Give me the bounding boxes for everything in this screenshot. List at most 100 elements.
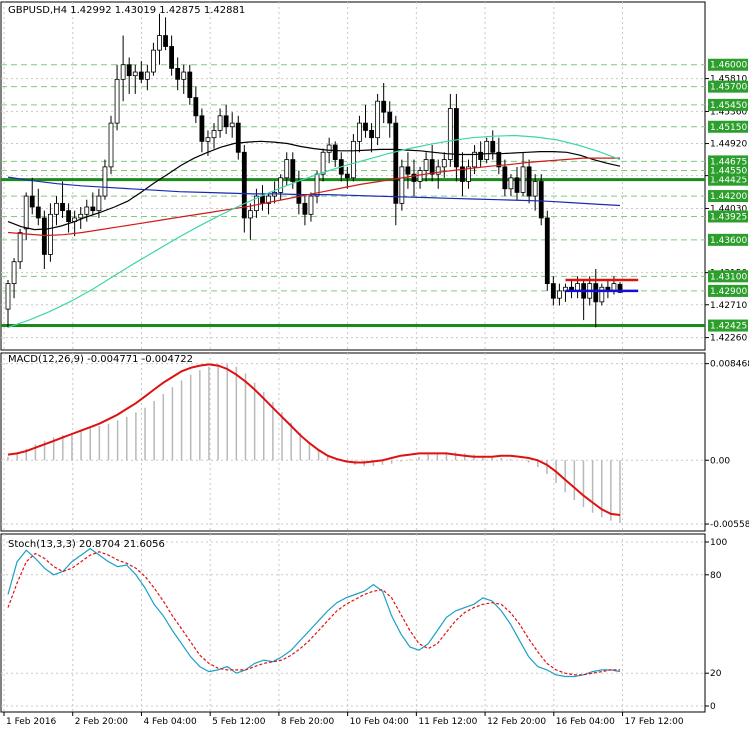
candle-body[interactable]: [138, 71, 144, 80]
candle-body[interactable]: [66, 210, 71, 222]
candle-body[interactable]: [193, 97, 199, 117]
level-label: 1.44425: [710, 176, 747, 186]
macd-pane[interactable]: [0, 352, 706, 532]
candle-body[interactable]: [375, 100, 381, 139]
candle-body[interactable]: [78, 213, 84, 219]
candle-body[interactable]: [17, 232, 23, 263]
candle-body[interactable]: [132, 71, 138, 77]
candle-body[interactable]: [157, 35, 162, 51]
candle-body[interactable]: [484, 140, 490, 160]
candle-body[interactable]: [441, 159, 447, 168]
candle-body[interactable]: [423, 159, 429, 171]
x-tick-label: 5 Feb 12:00: [212, 717, 266, 727]
candle-body[interactable]: [302, 202, 308, 215]
candle-body[interactable]: [532, 181, 538, 197]
candle-body[interactable]: [5, 283, 11, 310]
candle-body[interactable]: [387, 111, 393, 124]
candle-body[interactable]: [538, 181, 544, 219]
candle-body[interactable]: [181, 71, 187, 80]
candle-body[interactable]: [169, 46, 175, 69]
candle-body[interactable]: [332, 144, 338, 160]
candle-body[interactable]: [54, 202, 59, 215]
candle-body[interactable]: [550, 283, 556, 299]
candle-body[interactable]: [35, 206, 41, 219]
candle-body[interactable]: [90, 206, 96, 212]
x-tick-label: 17 Feb 12:00: [625, 717, 684, 727]
candle-body[interactable]: [60, 202, 65, 212]
candle-body[interactable]: [96, 195, 102, 212]
candle-body[interactable]: [399, 166, 405, 204]
candle-body[interactable]: [144, 71, 150, 80]
candle-body[interactable]: [357, 122, 362, 142]
candle-body[interactable]: [453, 108, 459, 168]
candle-body[interactable]: [369, 130, 374, 139]
candle-body[interactable]: [229, 122, 235, 128]
candle-body[interactable]: [290, 159, 296, 182]
candle-body[interactable]: [278, 177, 284, 193]
candle-body[interactable]: [472, 151, 477, 168]
candle-body[interactable]: [344, 173, 350, 179]
candle-body[interactable]: [320, 151, 326, 175]
candle-body[interactable]: [102, 166, 108, 197]
candle-body[interactable]: [211, 130, 217, 139]
candle-body[interactable]: [350, 140, 356, 179]
candle-body[interactable]: [381, 100, 387, 113]
candle-body[interactable]: [617, 283, 623, 293]
candle-body[interactable]: [247, 210, 253, 219]
candle-body[interactable]: [126, 64, 132, 77]
candle-body[interactable]: [205, 137, 211, 142]
candle-body[interactable]: [435, 166, 441, 175]
price-axis-label: 1.44920: [710, 140, 747, 150]
candle-body[interactable]: [48, 213, 53, 255]
candle-body[interactable]: [235, 122, 241, 153]
candle-body[interactable]: [308, 195, 314, 215]
candle-body[interactable]: [284, 159, 290, 179]
candle-body[interactable]: [496, 151, 502, 168]
level-label: 1.45700: [710, 83, 747, 93]
candle-body[interactable]: [593, 283, 599, 303]
candle-body[interactable]: [41, 217, 47, 255]
candle-body[interactable]: [363, 122, 368, 131]
candle-body[interactable]: [508, 177, 514, 190]
candle-body[interactable]: [151, 49, 156, 73]
candle-body[interactable]: [199, 115, 205, 142]
candle-body[interactable]: [520, 166, 526, 193]
candle-body[interactable]: [266, 195, 271, 204]
candle-body[interactable]: [405, 166, 411, 175]
candle-body[interactable]: [187, 71, 193, 98]
candle-body[interactable]: [296, 181, 302, 204]
candle-body[interactable]: [29, 195, 35, 208]
candle-body[interactable]: [417, 170, 423, 182]
candle-body[interactable]: [114, 78, 120, 124]
candle-body[interactable]: [84, 206, 90, 215]
stoch-pane[interactable]: [0, 533, 706, 713]
candle-body[interactable]: [120, 64, 126, 80]
candle-body[interactable]: [466, 166, 471, 182]
candle-body[interactable]: [217, 115, 223, 131]
candle-body[interactable]: [599, 286, 605, 303]
candle-body[interactable]: [175, 67, 181, 80]
candle-body[interactable]: [11, 261, 17, 285]
candle-body[interactable]: [393, 122, 399, 204]
candle-body[interactable]: [544, 217, 550, 285]
candle-body[interactable]: [23, 195, 29, 230]
candle-body[interactable]: [526, 166, 532, 197]
candle-body[interactable]: [163, 35, 168, 47]
candle-body[interactable]: [411, 173, 417, 182]
candle-body[interactable]: [557, 290, 562, 299]
candle-body[interactable]: [108, 122, 114, 168]
candle-body[interactable]: [241, 151, 247, 219]
candle-body[interactable]: [460, 166, 465, 182]
candle-body[interactable]: [326, 144, 332, 153]
candle-body[interactable]: [260, 195, 265, 204]
candle-body[interactable]: [429, 159, 435, 175]
candle-body[interactable]: [490, 140, 496, 153]
candle-body[interactable]: [502, 166, 508, 190]
candle-body[interactable]: [223, 115, 229, 128]
candle-body[interactable]: [254, 195, 259, 212]
candle-body[interactable]: [514, 177, 520, 193]
level-label: 1.45150: [710, 123, 747, 133]
candle-body[interactable]: [447, 108, 453, 160]
candle-body[interactable]: [478, 151, 484, 160]
